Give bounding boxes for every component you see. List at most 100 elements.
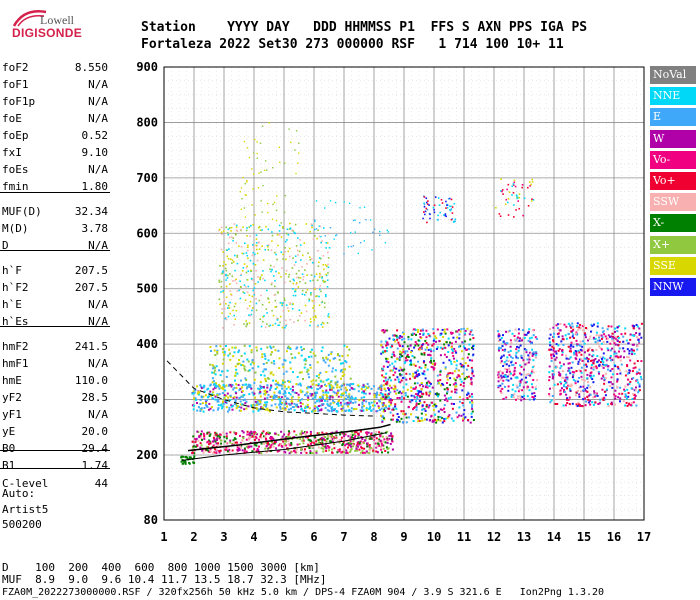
echo-point <box>469 330 472 333</box>
echo-point <box>554 358 557 361</box>
echo-point <box>429 348 432 351</box>
echo-point <box>454 350 457 353</box>
echo-point <box>431 344 434 347</box>
echo-point <box>565 357 568 360</box>
echo-point <box>592 396 595 399</box>
echo-point <box>467 391 470 394</box>
echo-point <box>337 392 340 394</box>
echo-point <box>421 392 423 395</box>
echo-point <box>425 207 428 210</box>
echo-point <box>293 321 295 323</box>
echo-point <box>414 344 417 347</box>
echo-point <box>517 349 520 352</box>
echo-point <box>570 350 572 353</box>
echo-point <box>250 269 252 272</box>
echo-point <box>551 373 554 376</box>
echo-point <box>527 373 530 375</box>
echo-point <box>333 431 336 434</box>
echo-point <box>376 451 379 453</box>
echo-point <box>348 403 350 406</box>
echo-point <box>245 407 248 410</box>
echo-point <box>387 361 390 364</box>
echo-point <box>218 281 221 283</box>
echo-point <box>417 328 420 331</box>
echo-point <box>302 442 305 445</box>
echo-point <box>365 450 368 453</box>
echo-point <box>222 386 225 389</box>
echo-point <box>534 398 536 400</box>
echo-point <box>501 345 504 348</box>
echo-point <box>518 339 521 342</box>
echo-point <box>436 346 439 349</box>
echo-point <box>264 401 267 404</box>
echo-point <box>273 265 275 268</box>
echo-point <box>385 329 388 332</box>
echo-point <box>277 391 280 394</box>
param-value: N/A <box>88 315 108 328</box>
echo-point <box>192 392 195 395</box>
echo-point <box>224 267 227 270</box>
echo-point <box>235 403 237 406</box>
echo-point <box>290 400 293 403</box>
echo-point <box>207 449 210 452</box>
param-row: foE N/A <box>2 112 108 125</box>
echo-point <box>447 198 450 200</box>
echo-point <box>379 434 382 437</box>
echo-point <box>249 314 251 317</box>
header-row-2: Fortaleza 2022 Set30 273 000000 RSF 1 71… <box>141 37 564 52</box>
echo-point <box>243 207 246 209</box>
echo-point <box>224 440 227 443</box>
echo-point <box>514 328 517 331</box>
echo-point <box>347 446 349 449</box>
echo-point <box>211 371 214 374</box>
echo-point <box>532 371 535 374</box>
echo-point <box>273 391 276 394</box>
echo-point <box>386 441 389 444</box>
echo-point <box>320 396 323 399</box>
echo-point <box>255 298 257 300</box>
echo-point <box>613 363 616 366</box>
echo-point <box>519 381 522 384</box>
echo-point <box>229 273 231 275</box>
echo-point <box>462 417 465 420</box>
echo-point <box>281 402 283 404</box>
echo-point <box>254 396 257 399</box>
echo-point <box>417 403 420 405</box>
echo-point <box>532 351 535 354</box>
echo-point <box>262 320 264 323</box>
echo-point <box>287 276 290 278</box>
echo-point <box>233 305 236 308</box>
echo-point <box>292 294 295 297</box>
echo-point <box>206 446 209 449</box>
echo-point <box>395 407 398 410</box>
echo-point <box>323 399 326 402</box>
echo-point <box>611 332 614 335</box>
echo-point <box>449 209 451 211</box>
echo-point <box>263 442 265 445</box>
echo-point <box>433 338 436 341</box>
echo-point <box>505 363 508 366</box>
echo-point <box>366 451 369 454</box>
echo-point <box>521 396 524 399</box>
echo-point <box>357 445 360 448</box>
echo-point <box>602 366 605 369</box>
echo-point <box>239 297 242 300</box>
param-row: h`E N/A <box>2 298 108 311</box>
echo-point <box>241 395 244 398</box>
echo-point <box>371 447 374 450</box>
echo-point <box>409 359 412 362</box>
echo-point <box>503 363 506 366</box>
echo-point <box>270 249 273 252</box>
echo-point <box>283 359 286 361</box>
echo-point <box>287 443 290 446</box>
echo-point <box>209 346 212 348</box>
echo-point <box>413 382 416 385</box>
echo-point <box>411 354 414 357</box>
echo-point <box>265 438 268 441</box>
echo-point <box>557 344 560 347</box>
echo-point <box>255 346 258 349</box>
echo-point <box>301 390 304 393</box>
echo-point <box>528 337 531 340</box>
echo-point <box>416 394 419 397</box>
echo-point <box>305 310 308 313</box>
